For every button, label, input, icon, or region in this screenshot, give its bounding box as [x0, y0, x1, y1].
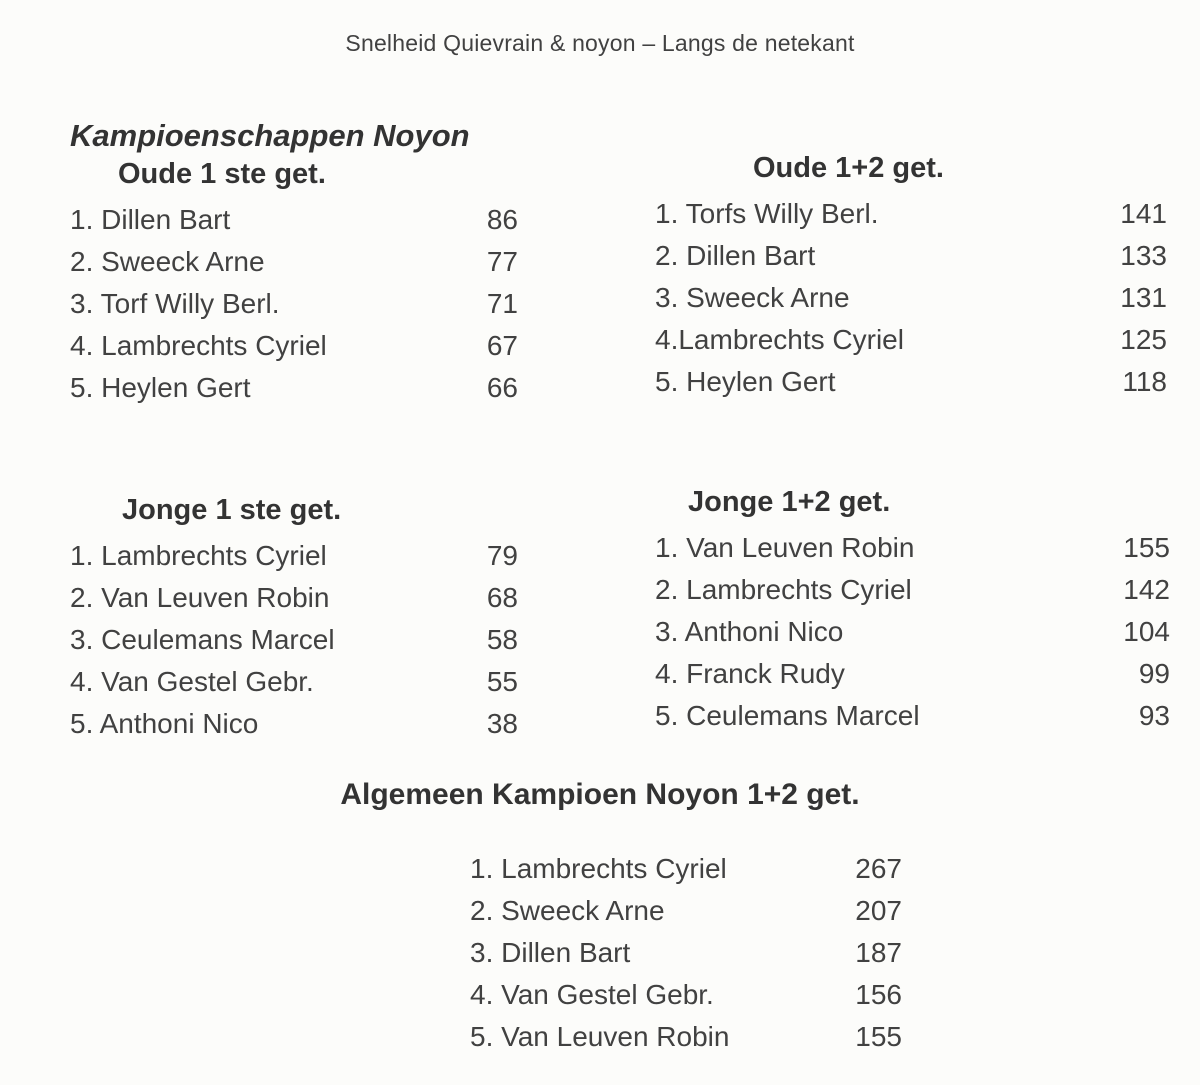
section-title: Jonge 1 ste get.: [122, 494, 342, 526]
entry-score: 131: [1120, 282, 1167, 313]
entry-label: 2. Sweeck Arne: [470, 895, 665, 926]
ranking-row: 4.Lambrechts Cyriel 125: [655, 319, 1167, 361]
entry-score: 55: [486, 666, 518, 697]
ranking-row: 3. Torf Willy Berl. 71: [70, 283, 518, 325]
entry-score: 118: [1122, 366, 1167, 397]
section-oude-1ste-get: Oude 1 ste get. 1. Dillen Bart 86 2. Swe…: [70, 158, 518, 409]
entry-label: 4. Franck Rudy: [655, 658, 845, 689]
ranking-list: 1. Van Leuven Robin 155 2. Lambrechts Cy…: [655, 527, 1170, 737]
entry-label: 2. Lambrechts Cyriel: [655, 574, 912, 605]
section-algemeen-kampioen: Algemeen Kampioen Noyon 1+2 get. 1. Lamb…: [0, 778, 1200, 1058]
entry-score: 93: [1138, 700, 1170, 731]
section-jonge-1plus2-get: Jonge 1+2 get. 1. Van Leuven Robin 155 2…: [655, 486, 1170, 737]
section-title: Oude 1+2 get.: [753, 152, 944, 184]
ranking-list: 1. Lambrechts Cyriel 79 2. Van Leuven Ro…: [70, 535, 518, 745]
entry-label: 3. Dillen Bart: [470, 937, 631, 968]
ranking-row: 1. Torfs Willy Berl. 141: [655, 193, 1167, 235]
ranking-row: 2. Sweeck Arne 207: [470, 890, 902, 932]
entry-label: 5. Anthoni Nico: [70, 708, 259, 739]
ranking-row: 4. Van Gestel Gebr. 55: [70, 661, 518, 703]
entry-score: 155: [855, 1021, 902, 1052]
entry-label: 2. Sweeck Arne: [70, 246, 265, 277]
entry-score: 38: [486, 708, 518, 739]
entry-score: 207: [855, 895, 902, 926]
ranking-row: 5. Heylen Gert 66: [70, 367, 518, 409]
section-title: Algemeen Kampioen Noyon 1+2 get.: [340, 778, 860, 811]
entry-score: 77: [486, 246, 518, 277]
ranking-row: 1. Dillen Bart 86: [70, 199, 518, 241]
section-oude-1plus2-get: Oude 1+2 get. 1. Torfs Willy Berl. 141 2…: [655, 152, 1167, 403]
ranking-row: 3. Ceulemans Marcel 58: [70, 619, 518, 661]
ranking-row: 5. Ceulemans Marcel 93: [655, 695, 1170, 737]
ranking-row: 5. Anthoni Nico 38: [70, 703, 518, 745]
ranking-row: 1. Lambrechts Cyriel 267: [470, 848, 902, 890]
entry-score: 86: [486, 204, 518, 235]
ranking-list: 1. Lambrechts Cyriel 267 2. Sweeck Arne …: [470, 848, 902, 1058]
entry-label: 2. Dillen Bart: [655, 240, 816, 271]
ranking-row: 2. Lambrechts Cyriel 142: [655, 569, 1170, 611]
ranking-list: 1. Torfs Willy Berl. 141 2. Dillen Bart …: [655, 193, 1167, 403]
entry-score: 267: [855, 853, 902, 884]
entry-score: 58: [486, 624, 518, 655]
entry-score: 66: [486, 372, 518, 403]
ranking-row: 5. Heylen Gert 118: [655, 361, 1167, 403]
entry-label: 4. Van Gestel Gebr.: [470, 979, 714, 1010]
entry-score: 125: [1120, 324, 1167, 355]
ranking-row: 4. Van Gestel Gebr. 156: [470, 974, 902, 1016]
entry-score: 155: [1123, 532, 1170, 563]
ranking-row: 2. Dillen Bart 133: [655, 235, 1167, 277]
entry-label: 3. Ceulemans Marcel: [70, 624, 335, 655]
entry-score: 104: [1123, 616, 1170, 647]
entry-score: 133: [1120, 240, 1167, 271]
entry-label: 3. Anthoni Nico: [655, 616, 844, 647]
document-title: Snelheid Quievrain & noyon – Langs de ne…: [345, 30, 855, 56]
ranking-list: 1. Dillen Bart 86 2. Sweeck Arne 77 3. T…: [70, 199, 518, 409]
entry-label: 5. Ceulemans Marcel: [655, 700, 920, 731]
entry-label: 5. Heylen Gert: [70, 372, 251, 403]
entry-label: 4. Van Gestel Gebr.: [70, 666, 314, 697]
entry-label: 2. Van Leuven Robin: [70, 582, 330, 613]
ranking-row: 5. Van Leuven Robin 155: [470, 1016, 902, 1058]
ranking-row: 2. Van Leuven Robin 68: [70, 577, 518, 619]
entry-score: 68: [486, 582, 518, 613]
ranking-row: 2. Sweeck Arne 77: [70, 241, 518, 283]
entry-label: 5. Heylen Gert: [655, 366, 836, 397]
ranking-row: 3. Dillen Bart 187: [470, 932, 902, 974]
main-heading: Kampioenschappen Noyon: [70, 118, 470, 153]
ranking-row: 3. Sweeck Arne 131: [655, 277, 1167, 319]
entry-score: 67: [486, 330, 518, 361]
entry-score: 79: [486, 540, 518, 571]
ranking-row: 4. Franck Rudy 99: [655, 653, 1170, 695]
section-title: Oude 1 ste get.: [118, 158, 326, 190]
section-jonge-1ste-get: Jonge 1 ste get. 1. Lambrechts Cyriel 79…: [70, 494, 518, 745]
entry-score: 99: [1138, 658, 1170, 689]
section-title: Jonge 1+2 get.: [688, 486, 891, 518]
entry-label: 4.Lambrechts Cyriel: [655, 324, 904, 355]
entry-score: 71: [486, 288, 518, 319]
ranking-row: 1. Lambrechts Cyriel 79: [70, 535, 518, 577]
entry-score: 141: [1120, 198, 1167, 229]
entry-label: 1. Torfs Willy Berl.: [655, 198, 879, 229]
entry-label: 5. Van Leuven Robin: [470, 1021, 730, 1052]
entry-label: 1. Lambrechts Cyriel: [70, 540, 327, 571]
ranking-row: 4. Lambrechts Cyriel 67: [70, 325, 518, 367]
ranking-row: 1. Van Leuven Robin 155: [655, 527, 1170, 569]
entry-label: 3. Torf Willy Berl.: [70, 288, 280, 319]
entry-label: 1. Van Leuven Robin: [655, 532, 915, 563]
ranking-row: 3. Anthoni Nico 104: [655, 611, 1170, 653]
entry-label: 4. Lambrechts Cyriel: [70, 330, 327, 361]
entry-score: 142: [1123, 574, 1170, 605]
entry-label: 1. Dillen Bart: [70, 204, 231, 235]
entry-score: 187: [855, 937, 902, 968]
entry-score: 156: [855, 979, 902, 1010]
entry-label: 3. Sweeck Arne: [655, 282, 850, 313]
entry-label: 1. Lambrechts Cyriel: [470, 853, 727, 884]
